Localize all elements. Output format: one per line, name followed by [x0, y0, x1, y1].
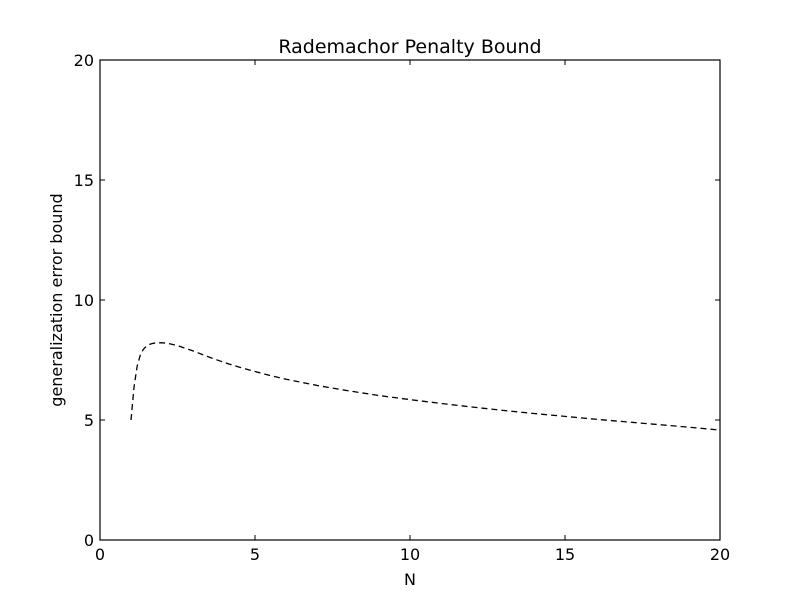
y-tick-label: 20: [74, 51, 94, 70]
x-tick-label: 5: [250, 545, 260, 564]
plot-area: [100, 60, 720, 540]
x-tick-label: 20: [710, 545, 730, 564]
x-axis-label: N: [404, 570, 416, 589]
y-axis-label: generalization error bound: [47, 193, 66, 406]
y-tick-label: 0: [84, 531, 94, 550]
y-tick-label: 15: [74, 171, 94, 190]
x-tick-label: 10: [400, 545, 420, 564]
x-tick-label: 0: [95, 545, 105, 564]
plot-frame: [99, 59, 721, 541]
x-tick-label: 15: [555, 545, 575, 564]
y-tick-label: 5: [84, 411, 94, 430]
chart-title: Rademachor Penalty Bound: [278, 36, 541, 58]
tick-label-group: 0 5 10 15 20 0 5 10 15 20: [74, 51, 731, 564]
y-tick-label: 10: [74, 291, 94, 310]
series-line: [130, 342, 721, 431]
